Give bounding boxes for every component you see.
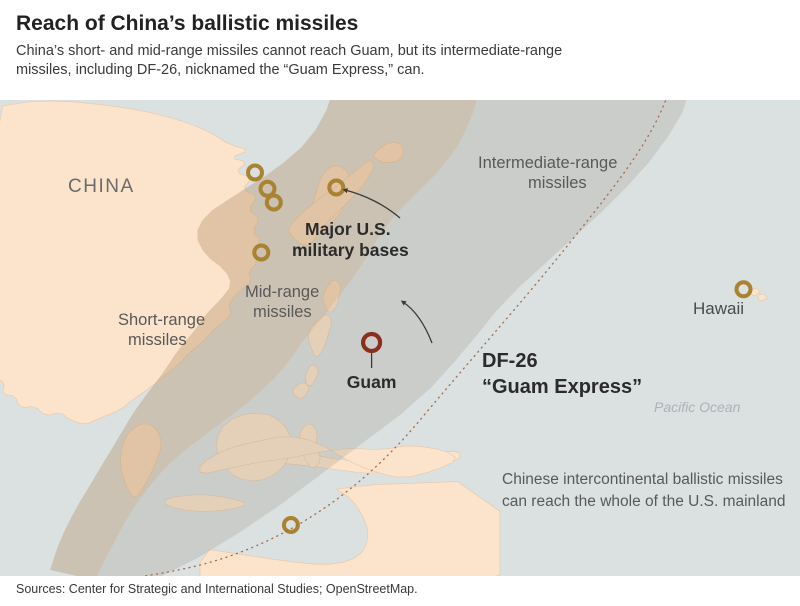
svg-text:missiles: missiles (253, 303, 312, 321)
svg-text:Guam: Guam (347, 372, 397, 392)
svg-text:missiles: missiles (528, 174, 587, 192)
svg-text:military bases: military bases (292, 240, 409, 260)
svg-text:Short-range: Short-range (118, 311, 205, 329)
svg-text:missiles: missiles (128, 331, 187, 349)
svg-text:can reach the whole of the U.S: can reach the whole of the U.S. mainland (502, 493, 785, 510)
svg-text:Chinese intercontinental balli: Chinese intercontinental ballistic missi… (502, 471, 783, 488)
svg-text:Intermediate-range: Intermediate-range (478, 154, 617, 172)
svg-text:Hawaii: Hawaii (693, 299, 744, 318)
svg-text:Major U.S.: Major U.S. (305, 219, 391, 239)
svg-text:CHINA: CHINA (68, 176, 135, 197)
svg-text:“Guam Express”: “Guam Express” (482, 376, 642, 398)
svg-text:DF-26: DF-26 (482, 350, 538, 372)
svg-text:Pacific Ocean: Pacific Ocean (654, 399, 741, 415)
svg-text:Mid-range: Mid-range (245, 283, 319, 301)
